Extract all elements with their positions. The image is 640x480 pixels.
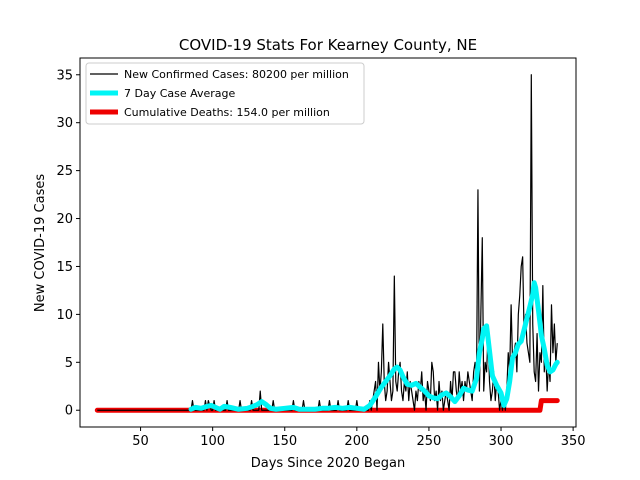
x-tick-label: 100 (200, 434, 225, 449)
legend-seven-day-average-label: 7 Day Case Average (124, 87, 236, 100)
y-tick-label: 35 (56, 68, 73, 83)
x-tick-label: 250 (417, 434, 442, 449)
x-tick-label: 150 (272, 434, 297, 449)
plot-frame (79, 57, 577, 428)
plot-area (94, 74, 560, 413)
y-tick-label: 15 (56, 260, 73, 275)
seven-day-average-line (188, 280, 560, 412)
series-lines (94, 74, 560, 413)
x-tick-label: 300 (489, 434, 514, 449)
x-tick-label: 50 (132, 434, 149, 449)
y-axis-label: New COVID-19 Cases (33, 174, 48, 312)
y-tick-label: 20 (56, 212, 73, 227)
legend-cumulative-deaths-label: Cumulative Deaths: 154.0 per million (124, 106, 330, 119)
x-tick-label: 200 (344, 434, 369, 449)
y-tick-label: 5 (65, 356, 73, 371)
y-tick-label: 0 (65, 404, 73, 419)
axes: 50 100 150 200 250 300 350 0 5 10 15 20 25 30 35 (56, 57, 586, 449)
x-tick-label: 350 (561, 434, 586, 449)
chart-title: COVID-19 Stats For Kearney County, NE (179, 36, 477, 54)
legend-box (85, 62, 365, 125)
y-tick-label: 30 (56, 116, 73, 131)
x-axis-label: Days Since 2020 Began (251, 456, 406, 471)
y-tick-label: 25 (56, 164, 73, 179)
legend: New Confirmed Cases: 80200 per million 7 … (85, 62, 365, 125)
y-tick-label: 10 (56, 308, 73, 323)
cumulative-deaths-line (94, 398, 560, 413)
legend-new-cases-label: New Confirmed Cases: 80200 per million (124, 68, 349, 81)
